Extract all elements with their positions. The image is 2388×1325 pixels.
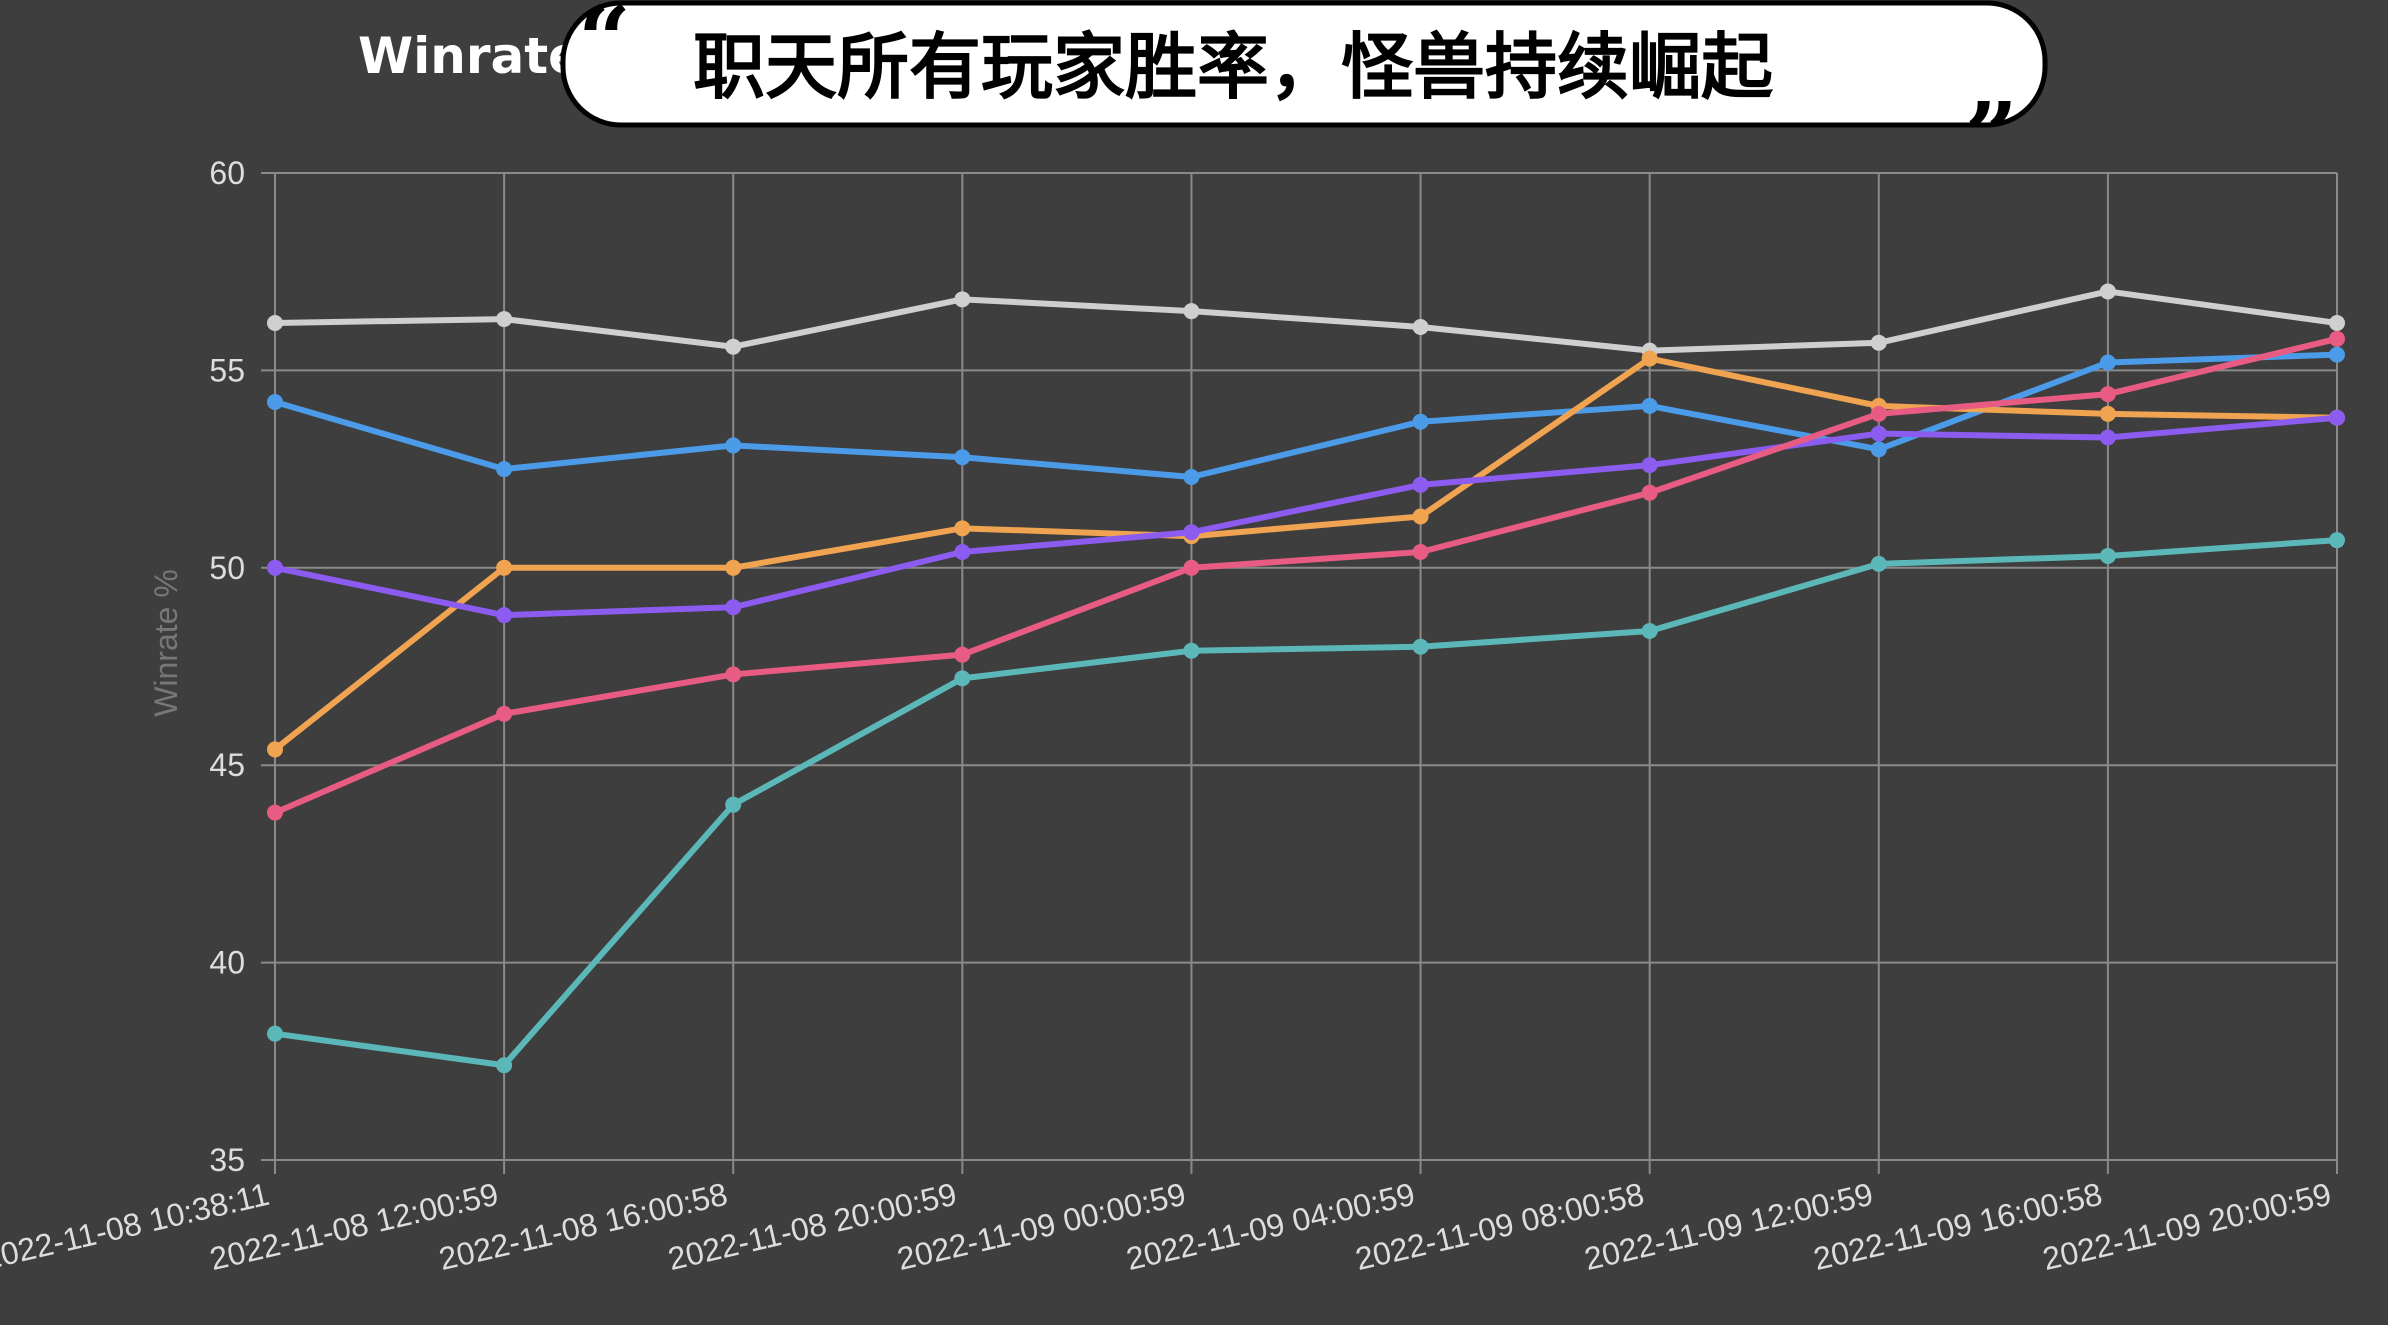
- title-banner: “ 职天所有玩家胜率，怪兽持续崛起 ”: [560, 0, 2048, 190]
- data-point: [1412, 318, 1429, 335]
- series-line: [272, 351, 2340, 480]
- data-point: [1412, 413, 1429, 430]
- data-point: [1641, 622, 1658, 639]
- data-point: [2099, 405, 2116, 422]
- data-point: [1870, 405, 1887, 422]
- data-point: [1641, 484, 1658, 501]
- data-point: [954, 449, 971, 466]
- data-point: [2099, 386, 2116, 403]
- data-point: [1641, 457, 1658, 474]
- data-point: [1183, 559, 1200, 576]
- data-point: [725, 599, 742, 616]
- series-3: [267, 350, 2345, 758]
- data-point: [2099, 354, 2116, 371]
- y-axis-label: Winrate %: [148, 569, 184, 717]
- data-point: [496, 705, 513, 722]
- chart-title: Winrate: [358, 27, 582, 85]
- series-line: [272, 335, 2340, 816]
- series-1: [267, 283, 2345, 359]
- data-point: [1412, 476, 1429, 493]
- open-quote-mark: “: [578, 0, 631, 94]
- data-point: [725, 338, 742, 355]
- data-point: [267, 804, 283, 821]
- data-point: [954, 646, 971, 663]
- data-point: [2329, 330, 2345, 347]
- series-2: [267, 346, 2345, 485]
- series-line: [272, 414, 2340, 619]
- data-point: [954, 520, 971, 537]
- data-point: [1412, 508, 1429, 525]
- series-5: [267, 330, 2345, 821]
- y-axis-ticks: 35 40 45 50 55 60: [209, 155, 245, 1178]
- data-point: [1870, 555, 1887, 572]
- series-6: [267, 532, 2345, 1074]
- data-point: [1183, 642, 1200, 659]
- data-point: [2329, 315, 2345, 332]
- data-point: [1870, 441, 1887, 458]
- series-line: [272, 355, 2340, 753]
- y-tick-label: 50: [209, 550, 245, 586]
- data-point: [267, 1025, 283, 1042]
- data-point: [1183, 524, 1200, 541]
- data-point: [2099, 429, 2116, 446]
- data-point: [267, 741, 283, 758]
- data-point: [2099, 547, 2116, 564]
- data-point: [954, 544, 971, 561]
- data-point: [725, 796, 742, 813]
- data-point: [2329, 409, 2345, 426]
- data-point: [1641, 350, 1658, 367]
- data-point: [954, 670, 971, 687]
- data-point: [1870, 334, 1887, 351]
- data-point: [1412, 544, 1429, 561]
- y-tick-label: 60: [209, 155, 245, 191]
- data-point: [2329, 532, 2345, 549]
- data-point: [267, 315, 283, 332]
- series-line: [272, 537, 2340, 1069]
- y-tick-label: 35: [209, 1142, 245, 1178]
- series-line: [272, 288, 2340, 354]
- data-point: [2099, 283, 2116, 300]
- data-point: [1870, 425, 1887, 442]
- data-point: [267, 393, 283, 410]
- data-point: [1183, 303, 1200, 320]
- data-point: [725, 666, 742, 683]
- data-point: [954, 291, 971, 308]
- data-point: [496, 311, 513, 328]
- data-point: [496, 461, 513, 478]
- y-tick-label: 55: [209, 352, 245, 388]
- data-point: [2329, 346, 2345, 363]
- data-point: [267, 559, 283, 576]
- data-point: [1641, 397, 1658, 414]
- title-banner-text: 职天所有玩家胜率，怪兽持续崛起: [693, 25, 1774, 109]
- chart-series: [267, 283, 2345, 1074]
- data-point: [496, 559, 513, 576]
- chart-grid: [261, 172, 2338, 1174]
- data-point: [725, 559, 742, 576]
- data-point: [1183, 468, 1200, 485]
- series-4: [267, 409, 2345, 624]
- data-point: [725, 437, 742, 454]
- y-tick-label: 45: [209, 747, 245, 783]
- data-point: [496, 607, 513, 624]
- data-point: [496, 1057, 513, 1074]
- title-banner-bubble: [560, 0, 2048, 128]
- y-tick-label: 40: [209, 945, 245, 981]
- data-point: [1412, 638, 1429, 655]
